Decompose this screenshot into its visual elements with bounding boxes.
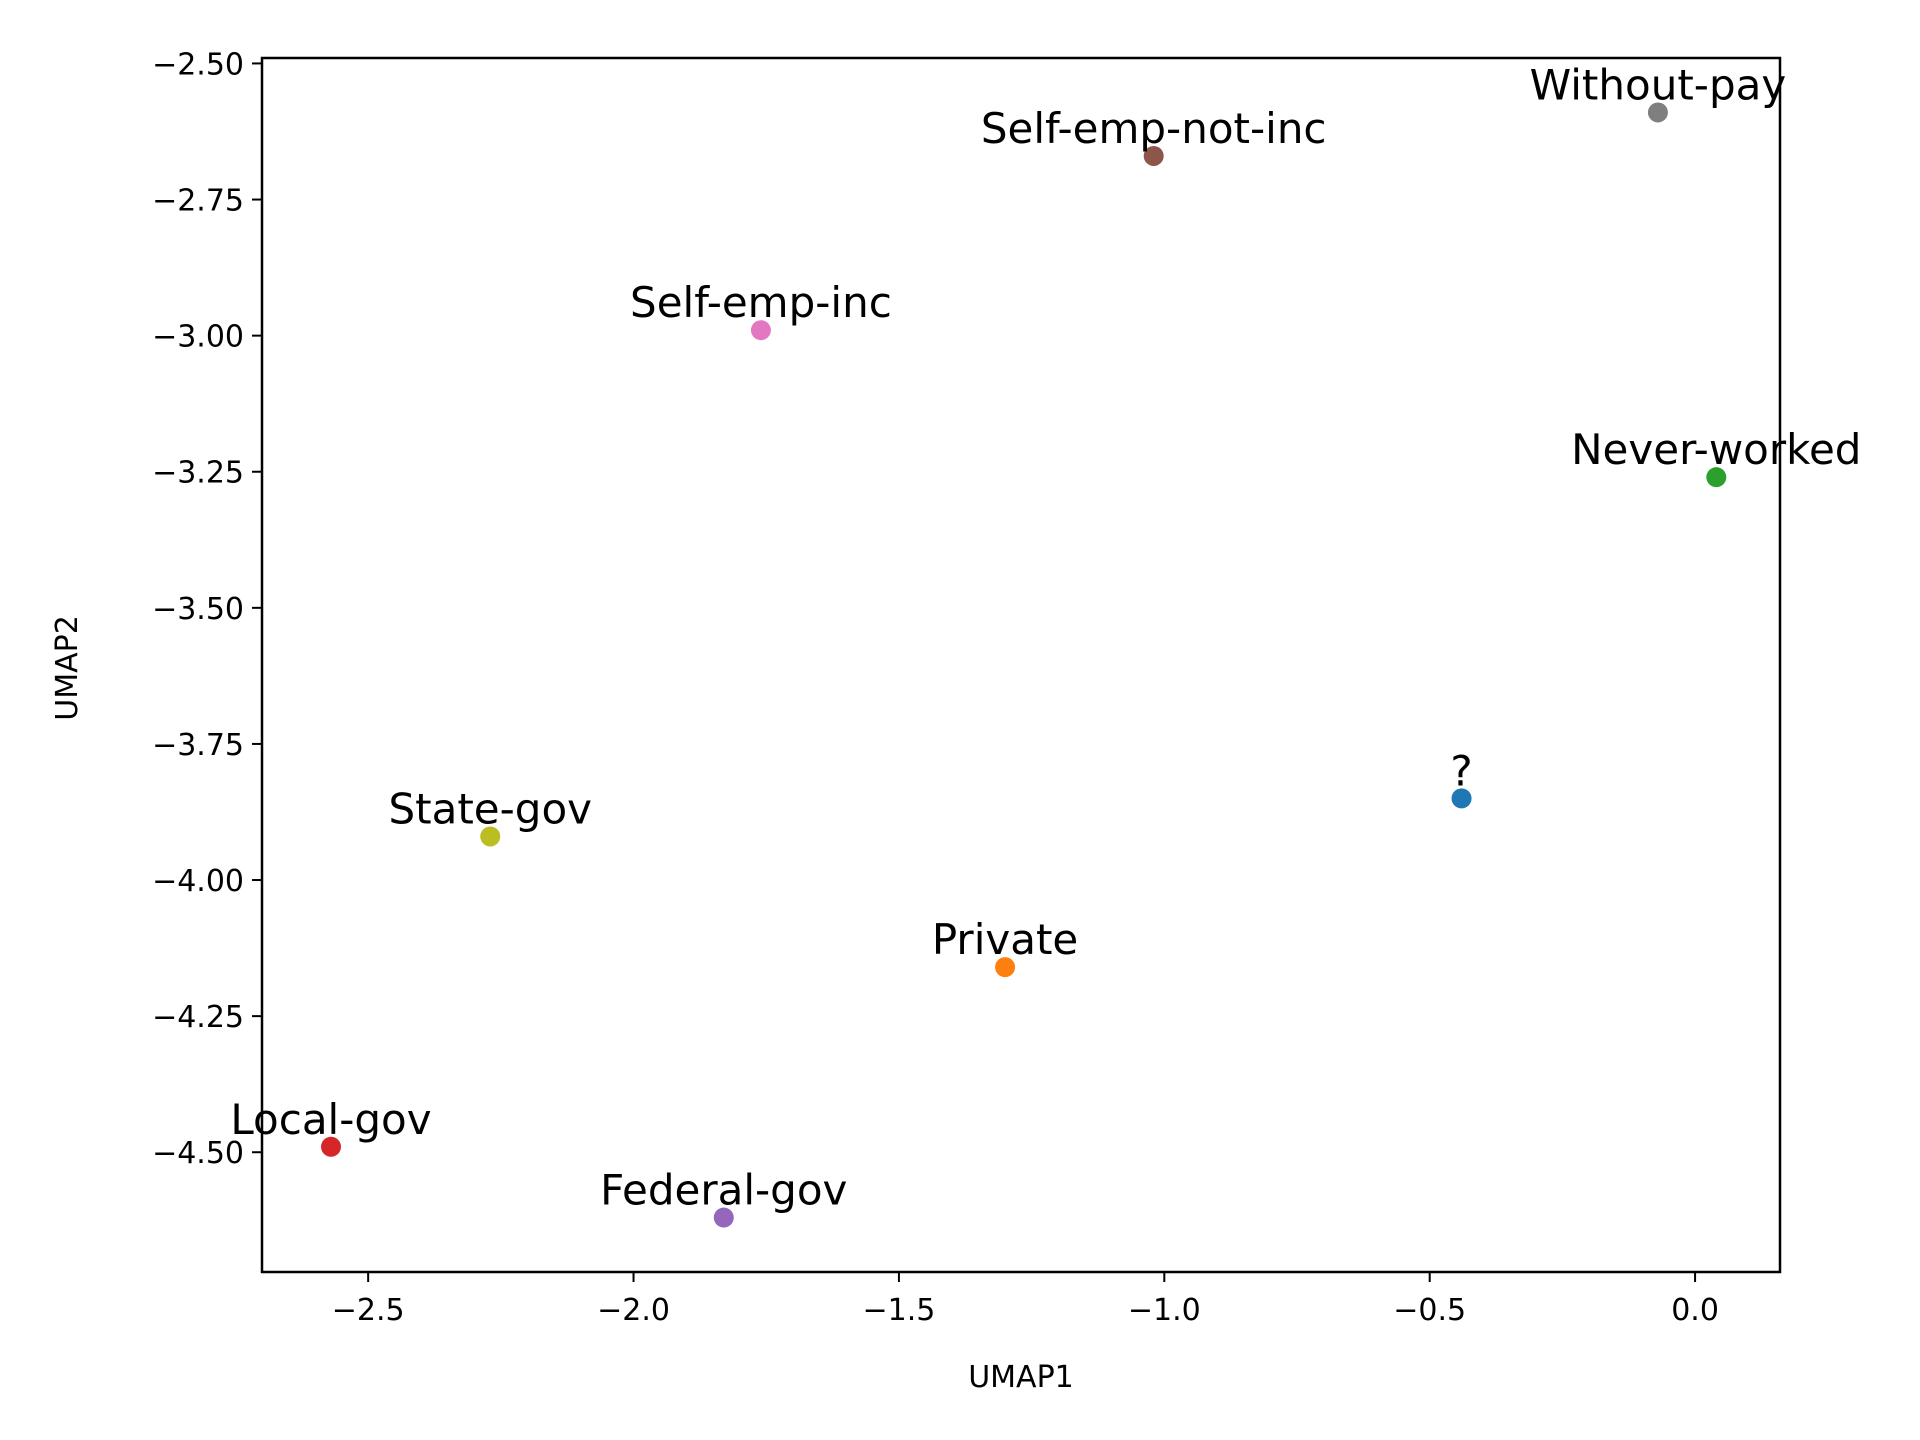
point-label: ? [1450, 746, 1472, 795]
data-point [1706, 467, 1727, 488]
point-labels: ? Private Never-worked Local-gov Federal-gov… [230, 60, 1861, 1214]
data-point [480, 826, 501, 847]
y-tick-label: −4.50 [152, 1136, 244, 1171]
point-label: Local-gov [230, 1095, 431, 1144]
data-point [750, 320, 771, 341]
y-tick-label: −2.50 [152, 47, 244, 82]
plot-frame [260, 56, 1782, 1274]
y-tick-label: −2.75 [152, 184, 244, 219]
y-axis-label: UMAP2 [50, 615, 85, 721]
data-point [321, 1136, 341, 1157]
y-tick-label: −3.75 [152, 728, 244, 763]
data-point [1143, 145, 1164, 166]
x-tick-label: −2.0 [597, 1293, 670, 1328]
data-point [713, 1207, 734, 1228]
y-axis-ticks: −2.50 −2.75 −3.00 −3.25 −3.50 −3.75 −4.00 −4.25… [152, 47, 262, 1171]
data-point [1451, 788, 1472, 809]
point-label: Private [932, 915, 1078, 964]
x-tick-label: 0.0 [1671, 1293, 1719, 1328]
y-tick-label: −4.00 [152, 864, 244, 899]
x-tick-label: −2.5 [332, 1293, 405, 1328]
x-tick-label: −0.5 [1393, 1293, 1466, 1328]
point-label: Self-emp-not-inc [981, 104, 1327, 153]
point-label: Federal-gov [600, 1166, 847, 1215]
point-label: Never-worked [1571, 425, 1861, 474]
point-label: Self-emp-inc [630, 278, 892, 327]
x-axis-label: UMAP1 [968, 1360, 1074, 1395]
data-point [1647, 102, 1668, 123]
y-tick-label: −3.25 [152, 456, 244, 491]
x-tick-label: −1.0 [1128, 1293, 1201, 1328]
point-label: Without-pay [1530, 60, 1787, 109]
y-tick-label: −3.00 [152, 320, 244, 355]
point-label: State-gov [388, 784, 592, 833]
x-tick-label: −1.5 [862, 1293, 935, 1328]
data-point [995, 957, 1016, 978]
y-tick-label: −3.50 [152, 592, 244, 627]
data-points [321, 102, 1727, 1228]
y-tick-label: −4.25 [152, 1000, 244, 1035]
x-axis-ticks: −2.5 −2.0 −1.5 −1.0 −0.5 0.0 [332, 1272, 1719, 1328]
